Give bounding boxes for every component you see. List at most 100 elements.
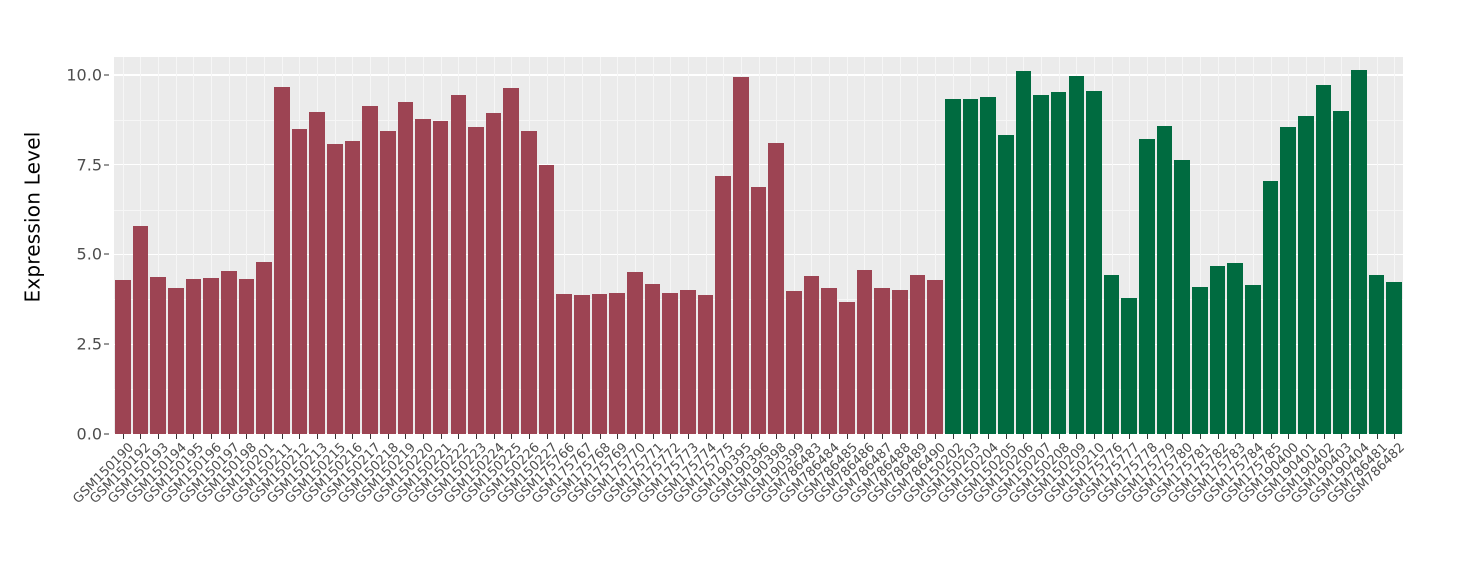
bar [326, 144, 343, 434]
x-axis-tick-mark [546, 434, 548, 439]
grid-line-vertical [211, 57, 212, 434]
grid-line-vertical [1129, 57, 1131, 434]
x-axis-tick-mark [581, 434, 583, 439]
x-axis-tick-mark [758, 434, 760, 439]
grid-line-vertical [617, 57, 619, 434]
bar [1386, 281, 1402, 434]
grid-line-vertical [1111, 57, 1113, 434]
bar [574, 295, 590, 434]
x-axis-tick-mark [970, 434, 972, 439]
x-axis-tick-mark [299, 434, 301, 439]
x-axis-tick-mark [246, 434, 248, 439]
x-axis-tick-mark [264, 434, 266, 439]
bar [273, 87, 290, 434]
x-axis-tick-mark [1323, 434, 1325, 439]
grid-line-vertical [811, 57, 813, 434]
bar [627, 271, 643, 434]
x-axis-tick-mark [1164, 434, 1166, 439]
x-axis-tick-mark [1182, 434, 1184, 439]
grid-line-vertical [264, 57, 265, 434]
bar [167, 287, 184, 434]
bar [379, 130, 396, 434]
bar [1298, 116, 1314, 434]
bar [238, 278, 255, 434]
grid-line-vertical [670, 57, 671, 434]
bar [1156, 126, 1173, 434]
x-axis-tick-mark [387, 434, 389, 439]
x-axis-tick-mark [1358, 434, 1360, 439]
x-axis-tick-mark [882, 434, 884, 439]
x-axis-tick-mark [440, 434, 442, 439]
bar [1245, 284, 1261, 434]
x-axis-tick-mark [899, 434, 901, 439]
bar [1351, 69, 1367, 434]
bar [1209, 265, 1226, 434]
x-axis-tick-mark [511, 434, 513, 439]
grid-line-vertical [122, 57, 124, 434]
x-axis-tick-mark [793, 434, 795, 439]
bar [1015, 71, 1032, 434]
plot-panel [114, 57, 1403, 434]
x-axis-label-layer: GSM150190 GSM150192 GSM150193 GSM150194 GSM1… [70, 440, 1444, 580]
x-axis-tick-mark [405, 434, 407, 439]
grid-line-vertical [246, 57, 248, 434]
bar [1174, 160, 1191, 434]
x-axis-tick-mark [864, 434, 866, 439]
bar [1227, 263, 1244, 434]
x-axis-tick-mark [1129, 434, 1131, 439]
bar [997, 134, 1014, 434]
x-axis-tick-mark [317, 434, 319, 439]
y-axis-tick-label: 2.5 [76, 334, 102, 354]
y-axis-tick-label: 0.0 [76, 424, 102, 444]
bar [1068, 76, 1085, 434]
grid-line-vertical [917, 57, 919, 434]
x-axis-tick-mark [988, 434, 990, 439]
x-axis-tick-mark [175, 434, 177, 439]
grid-line-vertical [564, 57, 566, 434]
bar [980, 96, 996, 434]
x-axis-tick-mark [1076, 434, 1078, 439]
x-axis-tick-mark [617, 434, 619, 439]
x-axis-tick-mark [1217, 434, 1219, 439]
bar [450, 94, 467, 434]
bar [1192, 287, 1208, 434]
x-axis-tick-mark [1093, 434, 1095, 439]
bar [821, 288, 837, 434]
bar [962, 99, 979, 434]
bar [185, 278, 202, 434]
bar [715, 175, 731, 434]
x-axis-tick-mark [652, 434, 654, 439]
grid-line-vertical [1376, 57, 1378, 434]
x-axis-tick-mark [211, 434, 213, 439]
x-axis-tick-mark [1305, 434, 1307, 439]
x-axis-tick-mark [705, 434, 707, 439]
x-axis-tick-mark [776, 434, 778, 439]
bar [609, 293, 626, 434]
x-axis-tick-mark [1005, 434, 1007, 439]
bar [150, 277, 166, 434]
bar [927, 279, 943, 434]
bar [1050, 91, 1067, 434]
x-axis-tick-mark [1041, 434, 1043, 439]
bar [203, 278, 219, 434]
x-axis-tick-mark [458, 434, 460, 439]
grid-line-vertical [634, 57, 636, 434]
x-axis-tick-mark [140, 434, 142, 439]
x-axis-tick-mark [1235, 434, 1237, 439]
bar [115, 279, 131, 434]
bar [838, 301, 855, 434]
grid-line-vertical [158, 57, 159, 434]
bar [733, 76, 749, 434]
bar [468, 127, 484, 434]
x-axis-tick-mark [1111, 434, 1113, 439]
bar [1033, 95, 1049, 434]
grid-line-vertical [935, 57, 936, 434]
grid-line-vertical [1199, 57, 1201, 434]
grid-line-vertical [193, 57, 195, 434]
bar [132, 226, 149, 434]
x-axis-tick-mark [1341, 434, 1343, 439]
x-axis-tick-mark [528, 434, 530, 439]
x-axis-tick-mark [723, 434, 725, 439]
bar [538, 164, 555, 434]
